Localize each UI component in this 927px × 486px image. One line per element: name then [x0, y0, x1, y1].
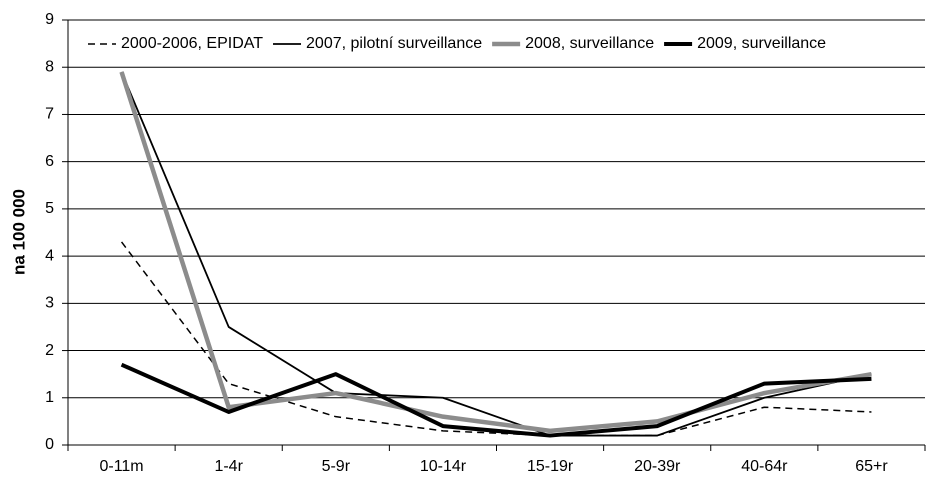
- x-tick-label: 40-64r: [741, 458, 788, 475]
- y-tick-label: 3: [45, 295, 54, 312]
- y-axis-label: na 100 000: [9, 189, 28, 275]
- legend-label: 2000-2006, EPIDAT: [121, 35, 263, 52]
- x-tick-label: 10-14r: [420, 458, 467, 475]
- series-line: [120, 362, 872, 438]
- y-tick-label: 1: [45, 389, 54, 406]
- legend-label: 2009, surveillance: [697, 35, 826, 52]
- y-tick-label: 4: [45, 247, 54, 264]
- legend-label: 2007, pilotní surveillance: [306, 35, 482, 52]
- x-tick-label: 1-4r: [214, 458, 243, 475]
- x-tick-label: 65+r: [855, 458, 888, 475]
- legend-label: 2008, surveillance: [525, 35, 654, 52]
- series-line: [119, 71, 872, 434]
- x-tick-label: 20-39r: [634, 458, 681, 475]
- y-tick-label: 0: [45, 436, 54, 453]
- x-tick-label: 15-19r: [527, 458, 574, 475]
- y-tick-label: 7: [45, 106, 54, 123]
- y-tick-label: 6: [45, 153, 54, 170]
- y-tick-label: 5: [45, 200, 54, 217]
- y-tick-label: 8: [45, 58, 54, 75]
- series-line: [120, 241, 872, 437]
- x-tick-label: 5-9r: [322, 458, 351, 475]
- y-tick-label: 9: [45, 11, 54, 28]
- y-tick-label: 2: [45, 342, 54, 359]
- x-tick-label: 0-11m: [99, 458, 143, 475]
- series-line: [120, 71, 872, 437]
